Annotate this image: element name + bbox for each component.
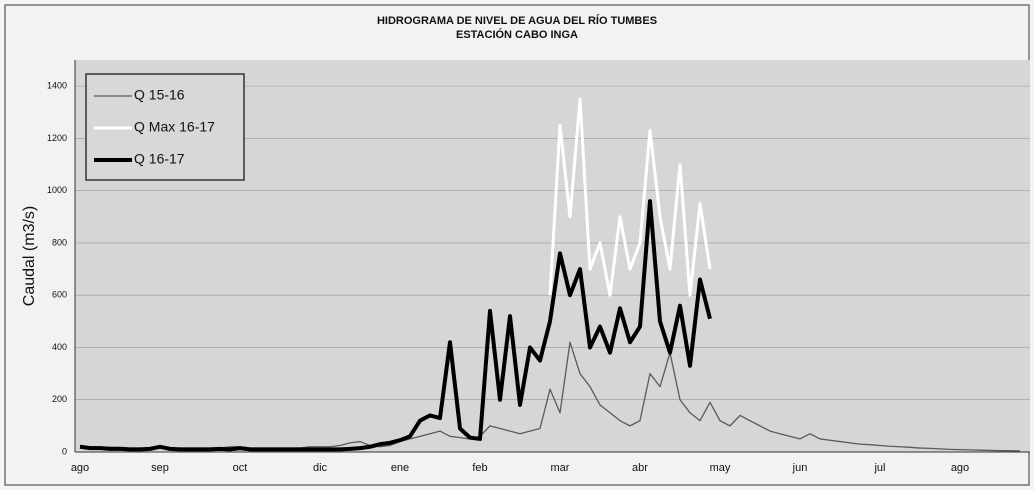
x-tick-label: ago (951, 462, 969, 474)
x-tick-label: jul (873, 462, 885, 474)
y-tick-label: 1200 (47, 133, 67, 143)
chart-title: HIDROGRAMA DE NIVEL DE AGUA DEL RÍO TUMB… (377, 14, 657, 27)
x-tick-label: may (710, 462, 731, 474)
x-tick-label: ago (71, 462, 89, 474)
series-line (79, 199, 712, 452)
y-axis-label: Caudal (m3/s) (21, 206, 38, 306)
x-tick-label: abr (632, 462, 648, 474)
series-line (548, 97, 712, 297)
y-tick-label: 1400 (47, 81, 67, 91)
x-tick-label: dic (313, 462, 328, 474)
legend-label: Q 15-16 (134, 87, 185, 103)
x-tick-label: feb (472, 462, 487, 474)
chart-subtitle: ESTACIÓN CABO INGA (456, 28, 578, 41)
x-tick-label: jun (792, 462, 808, 474)
y-tick-label: 200 (52, 394, 67, 404)
y-tick-label: 0 (62, 446, 67, 456)
x-tick-label: sep (151, 462, 169, 474)
y-tick-label: 800 (52, 237, 67, 247)
y-tick-label: 600 (52, 290, 67, 300)
x-tick-label: ene (391, 462, 409, 474)
y-tick-label: 1000 (47, 185, 67, 195)
x-tick-label: oct (233, 462, 248, 474)
legend-label: Q Max 16-17 (134, 119, 215, 135)
legend-label: Q 16-17 (134, 151, 185, 167)
x-tick-label: mar (551, 462, 570, 474)
y-tick-label: 400 (52, 342, 67, 352)
